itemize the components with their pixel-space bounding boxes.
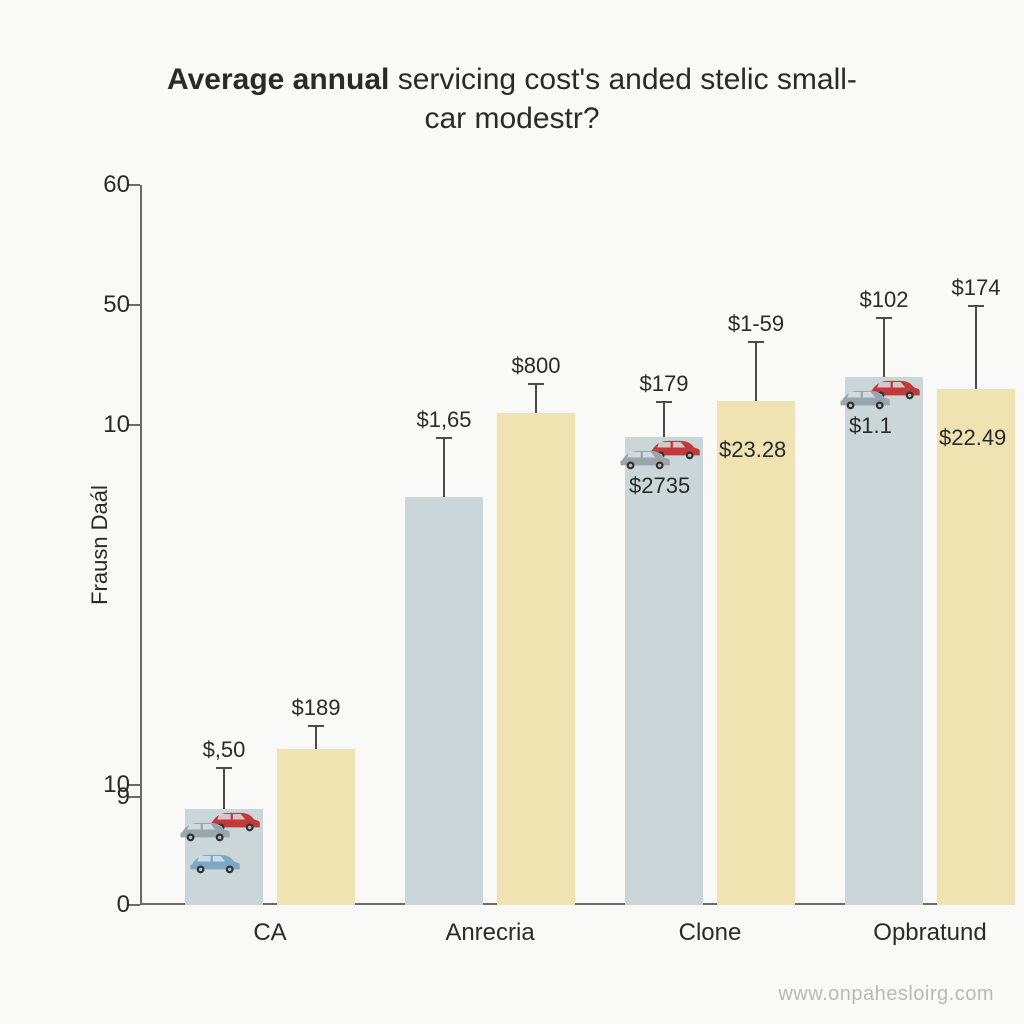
bar-value-label: $1-59 [728, 311, 784, 337]
y-tick-label: 60 [70, 171, 130, 199]
y-axis-label: Frausn Daál [87, 485, 113, 605]
error-bar [443, 437, 445, 497]
bar-series-a [845, 377, 923, 905]
car-gray-icon [616, 443, 672, 471]
error-cap [748, 341, 764, 343]
bar-value-label: $189 [292, 695, 341, 721]
y-tick-label: 0 [70, 891, 130, 919]
bar-value-label: $1,65 [416, 407, 471, 433]
bar-series-a [405, 497, 483, 905]
car-gray-icon [176, 815, 232, 843]
bar-secondary-label: $23.28 [719, 437, 786, 463]
error-bar [315, 725, 317, 749]
error-bar [223, 767, 225, 809]
footer-watermark: www.onpahesloirg.com [778, 983, 994, 1006]
bar-series-b [497, 413, 575, 905]
bar-series-a [625, 437, 703, 905]
chart-title-line2: car modestr? [424, 102, 599, 135]
x-category-label: Clone [679, 919, 742, 947]
y-tick-label: 50 [70, 291, 130, 319]
error-cap [876, 317, 892, 319]
error-cap [436, 437, 452, 439]
chart-title-rest: servicing cost's anded stelic small- [389, 63, 857, 96]
error-bar [755, 341, 757, 401]
bar-secondary-label: $22.49 [939, 425, 1006, 451]
error-cap [656, 401, 672, 403]
bar-series-b [717, 401, 795, 905]
error-bar [975, 305, 977, 389]
error-bar [535, 383, 537, 413]
bar-value-label: $102 [860, 287, 909, 313]
car-blue-icon [186, 847, 242, 875]
bar-value-label: $800 [512, 353, 561, 379]
y-tick-label: 10 [70, 411, 130, 439]
plot-area: Frausn Daál 0910105060$,50$189CA$1,65$80… [140, 185, 960, 905]
bar-value-label: $174 [952, 275, 1001, 301]
bar-secondary-label: $2735 [629, 473, 690, 499]
bar-series-b [277, 749, 355, 905]
bar-series-b [937, 389, 1015, 905]
bar-value-label: $179 [640, 371, 689, 397]
y-axis [140, 185, 142, 905]
bar-value-label: $,50 [203, 737, 246, 763]
error-cap [968, 305, 984, 307]
chart-container: Average annual servicing cost's anded st… [0, 0, 1024, 1024]
chart-title: Average annual servicing cost's anded st… [0, 60, 1024, 138]
chart-title-bold: Average annual [167, 63, 389, 96]
error-cap [308, 725, 324, 727]
x-category-label: CA [253, 919, 286, 947]
x-category-label: Opbratund [873, 919, 986, 947]
bar-secondary-label: $1.1 [849, 413, 892, 439]
error-cap [528, 383, 544, 385]
error-bar [663, 401, 665, 437]
car-gray-icon [836, 383, 892, 411]
error-cap [216, 767, 232, 769]
x-category-label: Anrecria [445, 919, 534, 947]
error-bar [883, 317, 885, 377]
y-tick-label: 10 [70, 771, 130, 799]
